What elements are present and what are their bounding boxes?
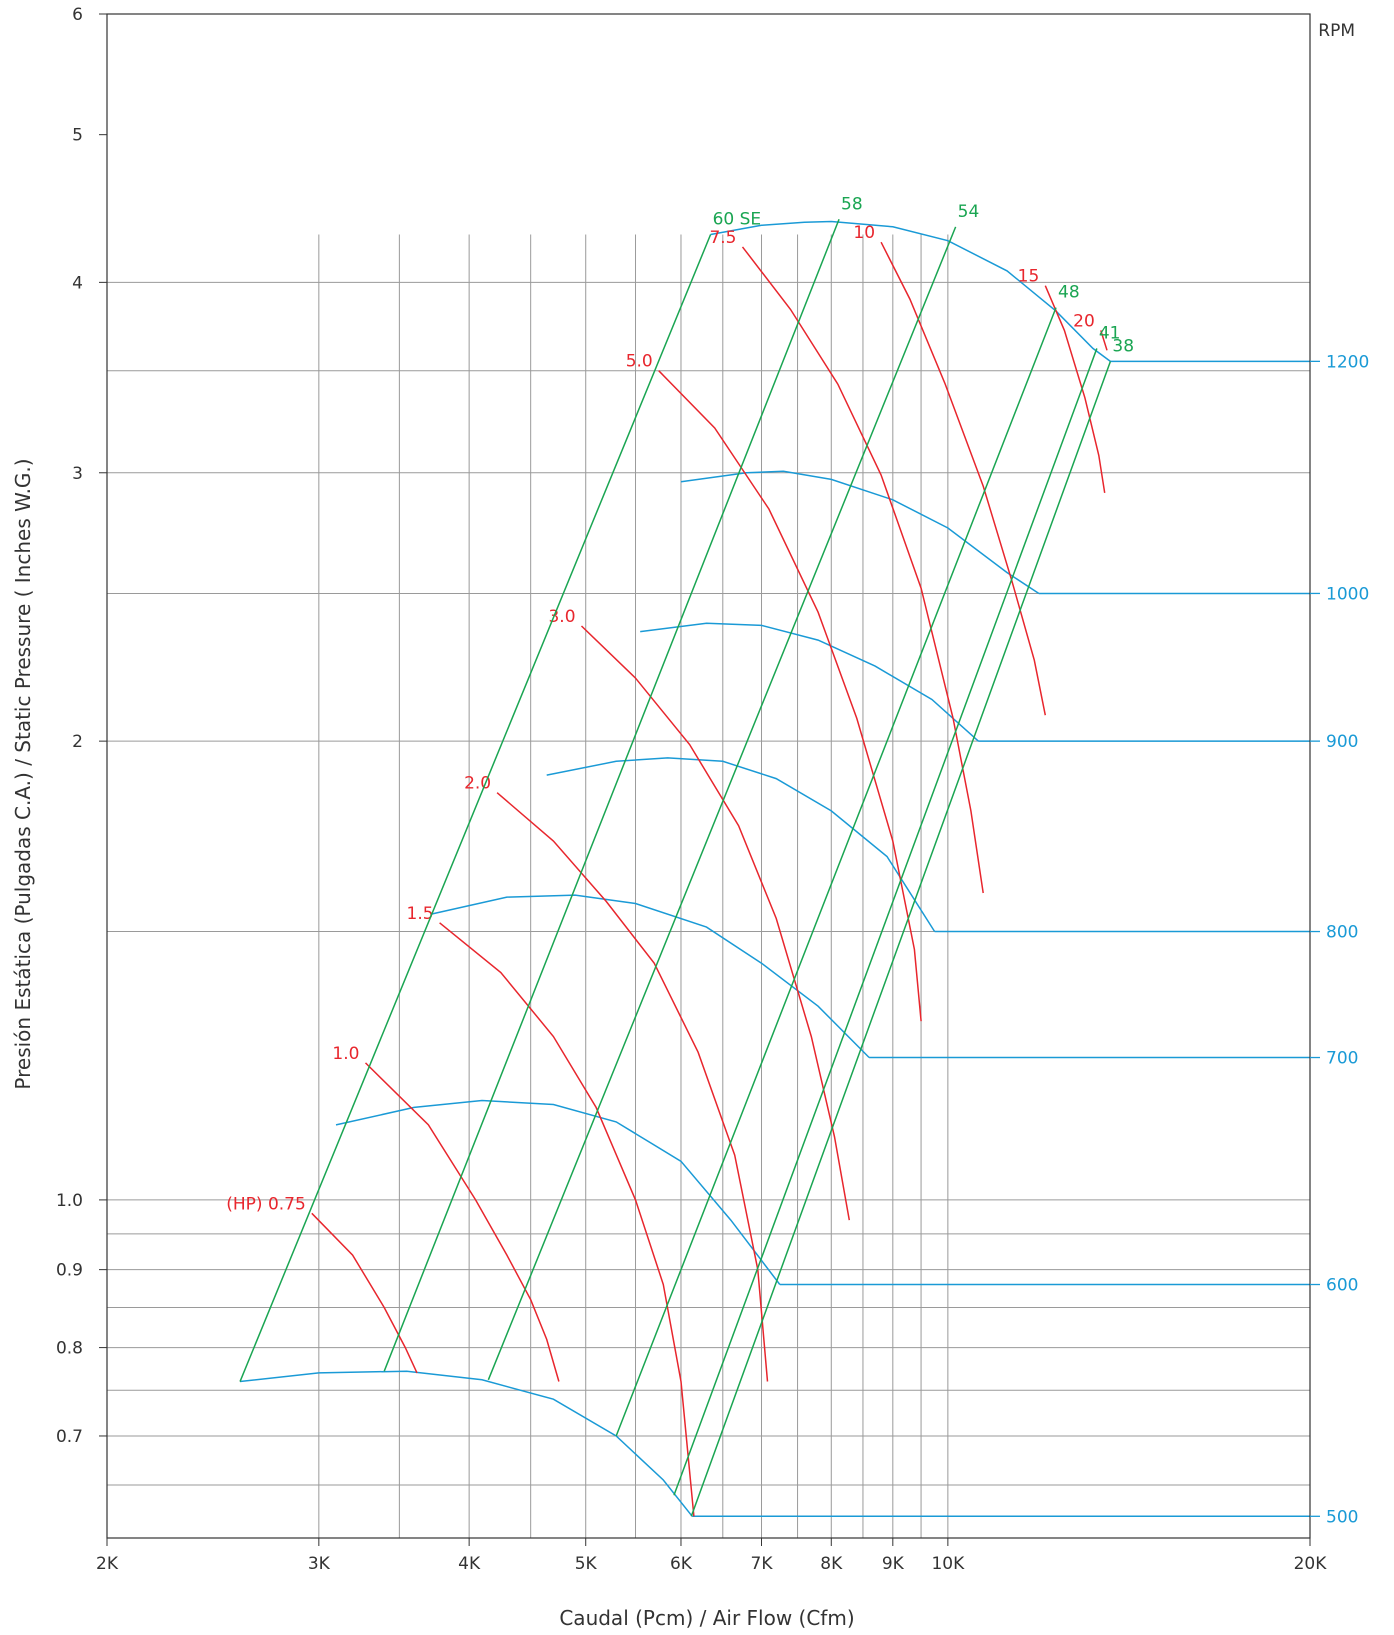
hp-curve (496, 792, 769, 1382)
y-tick-label: 5 (72, 126, 83, 146)
axis-ticks: 2K 3K 4K 5K 6K 7K 8K 9K 10K 20K 0.7 0.8 0.9 1.0 2 3 4 5 6 5… (56, 5, 1369, 1574)
hp-curve-label: 20 (1073, 311, 1095, 331)
x-tick-label: 9K (882, 1554, 905, 1574)
model-line (615, 307, 1057, 1437)
hp-curve-label: (HP) 0.75 (226, 1194, 306, 1214)
rpm-tick-label: 900 (1326, 732, 1358, 752)
model-line-label: 60 SE (713, 209, 762, 229)
hp-curve (658, 370, 922, 1022)
hp-curve (880, 241, 1047, 716)
model-line-label: 41 (1099, 323, 1121, 343)
hp-curve-label: 1.5 (407, 904, 434, 924)
rpm-tick-label: 500 (1326, 1507, 1358, 1527)
x-tick-label: 3K (308, 1554, 331, 1574)
rpm-tick-label: 600 (1326, 1276, 1358, 1296)
model-line (383, 219, 840, 1372)
x-tick-label: 7K (751, 1554, 774, 1574)
x-tick-label: 20K (1294, 1554, 1328, 1574)
y-tick-label: 0.9 (56, 1261, 83, 1281)
hp-curve-label: 7.5 (709, 228, 736, 248)
hp-curve (439, 922, 695, 1517)
rpm-curve-500 (239, 1370, 693, 1517)
y-tick-label: 1.0 (56, 1191, 83, 1211)
x-tick-label: 10K (931, 1554, 965, 1574)
plot-frame (106, 13, 1311, 1539)
hp-curve-label: 1.0 (332, 1044, 359, 1064)
hp-curve-label: 3.0 (548, 607, 575, 627)
hp-curves: (HP) 0.75 1.0 1.5 2.0 3.0 5.0 7.5 10 15 20 (226, 223, 1108, 1517)
hp-curve-label: 15 (1018, 267, 1040, 287)
model-line (239, 234, 712, 1382)
hp-curve (311, 1212, 418, 1374)
y-tick-label: 0.7 (56, 1427, 83, 1447)
x-tick-label: 4K (458, 1554, 481, 1574)
model-line-label: 48 (1058, 283, 1080, 303)
hp-curve-label: 2.0 (464, 774, 491, 794)
secondary-axis-title: RPM (1318, 21, 1355, 41)
model-line-label: 54 (958, 202, 980, 222)
hp-curve (580, 625, 851, 1221)
hp-curve-label: 10 (853, 223, 875, 243)
y-tick-label: 2 (72, 732, 83, 752)
rpm-tick-label: 1000 (1326, 584, 1369, 604)
hp-curve-label: 5.0 (626, 352, 653, 372)
x-tick-label: 6K (670, 1554, 693, 1574)
rpm-curve-900 (640, 622, 979, 742)
x-axis-title: Caudal (Pcm) / Air Flow (Cfm) (559, 1606, 854, 1630)
rpm-curves (239, 220, 1310, 1518)
x-tick-label: 2K (96, 1554, 119, 1574)
x-tick-label: 8K (820, 1554, 843, 1574)
hp-curve (1044, 285, 1106, 494)
model-line (673, 348, 1098, 1496)
model-line (487, 226, 957, 1381)
hp-curve (364, 1062, 560, 1382)
y-tick-label: 3 (72, 464, 83, 484)
hp-curve (1100, 330, 1108, 351)
rpm-tick-label: 1200 (1326, 352, 1369, 372)
rpm-curve-600 (335, 1099, 781, 1285)
rpm-tick-label: 800 (1326, 923, 1358, 943)
model-line-label: 58 (841, 194, 863, 214)
y-tick-label: 6 (72, 5, 83, 25)
model-line (690, 361, 1112, 1517)
y-tick-label: 0.8 (56, 1339, 83, 1359)
y-axis-title: Presión Estática (Pulgadas C.A.) / Stati… (11, 458, 35, 1089)
rpm-curve-1200 (710, 220, 1111, 363)
y-tick-label: 4 (72, 273, 83, 293)
rpm-curve-1000 (680, 470, 1040, 595)
x-tick-label: 5K (575, 1554, 598, 1574)
model-line-label: 38 (1112, 336, 1134, 356)
grid (107, 234, 1310, 1538)
rpm-tick-label: 700 (1326, 1049, 1358, 1069)
rpm-curve-700 (431, 894, 870, 1059)
